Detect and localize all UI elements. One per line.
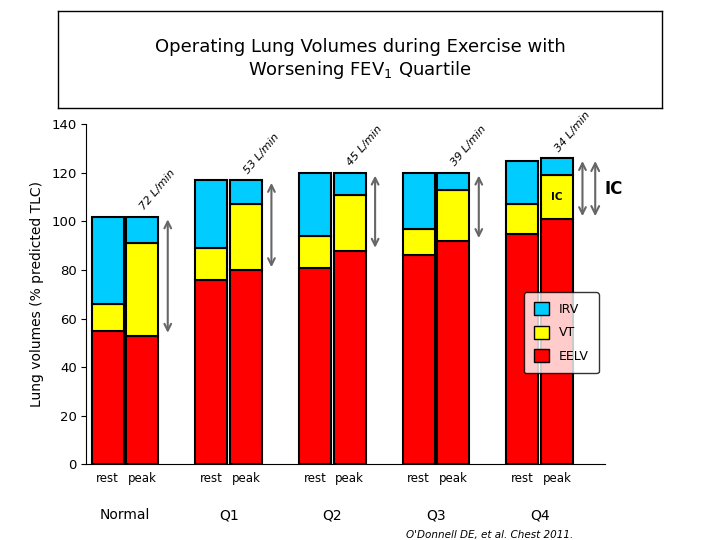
Bar (333, 195, 366, 251)
Bar (402, 229, 435, 255)
Bar (437, 190, 469, 241)
Text: 39 L/min: 39 L/min (449, 124, 488, 168)
Bar (195, 180, 228, 248)
Bar (541, 219, 573, 464)
Bar (506, 233, 539, 464)
Bar (91, 304, 124, 330)
Text: IC: IC (552, 192, 563, 202)
Text: IC: IC (605, 180, 624, 198)
Text: Normal: Normal (100, 508, 150, 522)
Bar (230, 180, 262, 204)
Bar (402, 173, 435, 229)
Bar (541, 158, 573, 175)
Text: 45 L/min: 45 L/min (346, 124, 384, 168)
Text: Q2: Q2 (323, 508, 342, 522)
Text: Q1: Q1 (219, 508, 238, 522)
Bar (437, 173, 469, 190)
Bar (195, 248, 228, 280)
Bar (541, 175, 573, 219)
Bar (299, 236, 331, 267)
Bar (402, 255, 435, 464)
Bar (230, 270, 262, 464)
Bar (299, 173, 331, 236)
Bar (506, 160, 539, 204)
Text: 53 L/min: 53 L/min (242, 131, 281, 175)
Bar (506, 204, 539, 233)
Text: Q4: Q4 (530, 508, 549, 522)
Bar (333, 173, 366, 195)
Legend: IRV, VT, EELV: IRV, VT, EELV (523, 292, 598, 373)
Bar (126, 217, 158, 243)
Bar (230, 204, 262, 270)
Bar (126, 243, 158, 335)
Bar (195, 280, 228, 464)
Bar (91, 217, 124, 304)
Text: Q3: Q3 (426, 508, 446, 522)
Y-axis label: Lung volumes (% predicted TLC): Lung volumes (% predicted TLC) (30, 181, 45, 407)
Bar (91, 330, 124, 464)
Text: 72 L/min: 72 L/min (138, 168, 177, 212)
Bar (126, 335, 158, 464)
Bar (333, 251, 366, 464)
Text: Operating Lung Volumes during Exercise with
Worsening FEV$_1$ Quartile: Operating Lung Volumes during Exercise w… (155, 38, 565, 81)
Text: O'Donnell DE, et al. Chest 2011.: O'Donnell DE, et al. Chest 2011. (405, 530, 573, 540)
Bar (299, 267, 331, 464)
Bar (437, 241, 469, 464)
Text: 34 L/min: 34 L/min (553, 110, 592, 153)
